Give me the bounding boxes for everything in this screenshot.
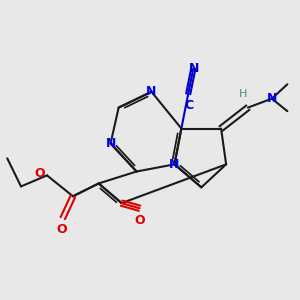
Text: C: C [184,99,194,112]
Text: N: N [267,92,277,105]
Text: O: O [134,214,145,226]
Text: N: N [169,158,180,171]
Text: O: O [34,167,45,180]
Text: N: N [146,85,157,98]
Text: N: N [189,62,199,75]
Text: O: O [56,224,67,236]
Text: N: N [105,137,116,150]
Text: H: H [238,88,247,99]
